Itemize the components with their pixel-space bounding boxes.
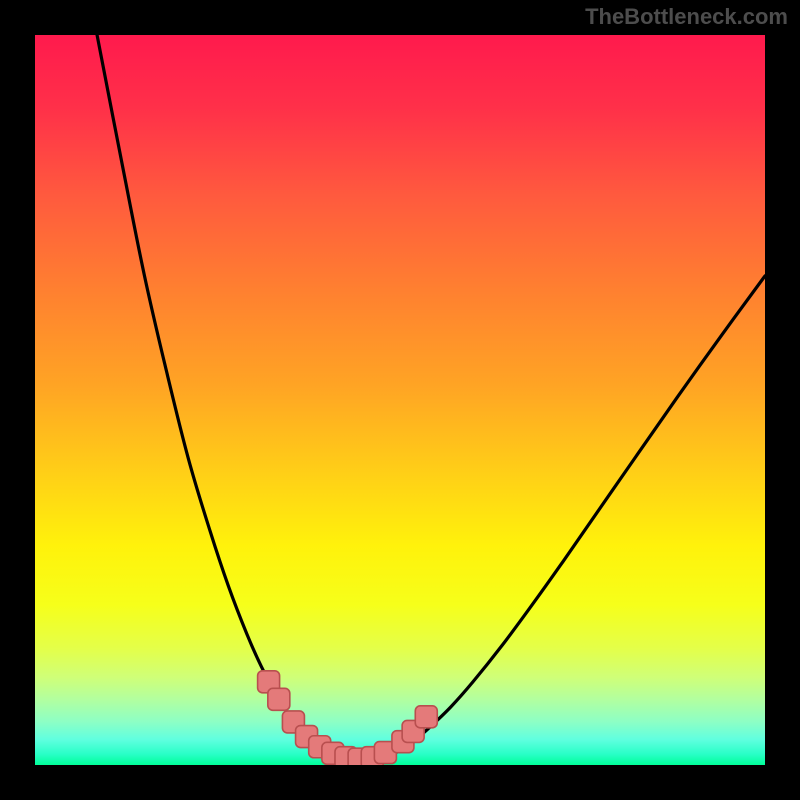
marker bbox=[268, 688, 290, 710]
curves-layer bbox=[35, 35, 765, 765]
plot-area bbox=[35, 35, 765, 765]
marker bbox=[415, 706, 437, 728]
curve-right bbox=[364, 276, 766, 763]
curve-left bbox=[97, 35, 363, 763]
watermark-text: TheBottleneck.com bbox=[585, 4, 788, 30]
marker-group bbox=[258, 671, 438, 765]
